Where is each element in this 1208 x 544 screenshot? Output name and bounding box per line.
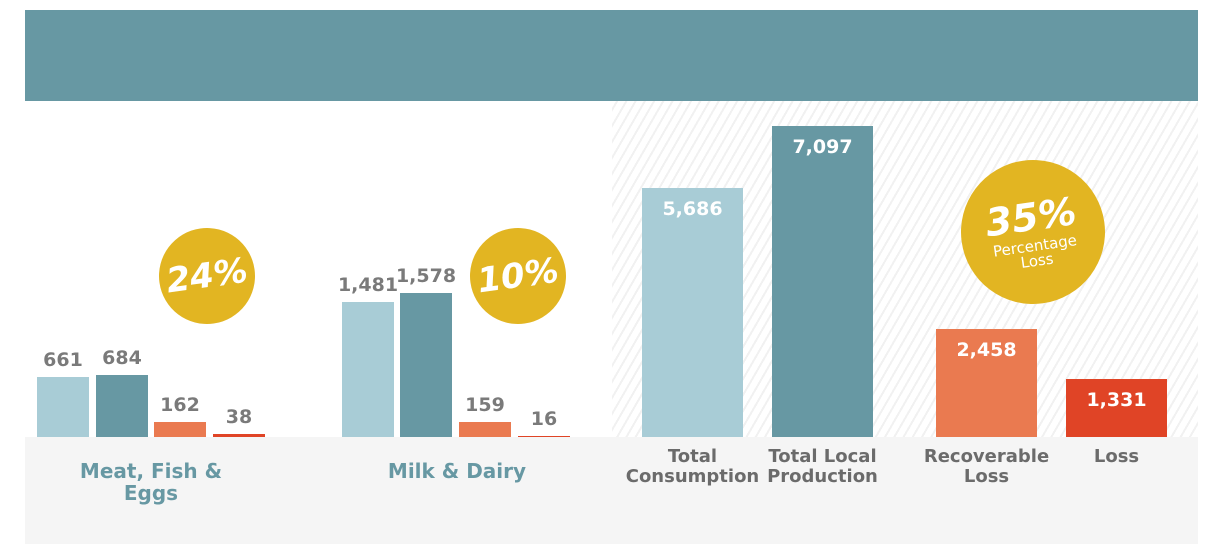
percent-badge: 10% [463,221,573,331]
header-band [25,10,1198,101]
group-title: Milk & Dairy [387,459,527,483]
bar [642,187,743,437]
category-label: Loss [1093,446,1140,467]
bar [772,126,873,437]
bar [936,329,1037,437]
group-title: Meat, Fish & Eggs [79,459,223,505]
badge-value: 24% [163,250,251,302]
value-label: 1,331 [1086,388,1147,411]
category-label: Recoverable Loss [923,446,1050,487]
bar [37,376,89,437]
value-label: 1,578 [395,264,457,287]
value-label: 5,686 [662,197,723,220]
value-label: 159 [465,394,505,417]
bar [213,433,265,437]
bar [154,422,206,437]
value-label: 38 [225,405,253,428]
value-label: 1,481 [337,273,399,296]
footer-band [25,437,1198,544]
bar [400,292,452,437]
value-label: 7,097 [792,136,853,159]
badge-value: 10% [474,250,562,302]
value-label: 661 [43,348,83,371]
value-label: 162 [160,394,200,417]
bar [342,301,394,437]
value-label: 16 [530,407,558,430]
bar [1066,378,1167,437]
percent-badge: 24% [152,221,262,331]
category-label: Total Consumption [625,446,760,487]
bar [459,422,511,437]
category-label: Total Local Production [767,446,878,487]
value-label: 684 [102,346,142,369]
bar [96,374,148,437]
value-label: 2,458 [956,339,1017,362]
bar [518,435,570,437]
